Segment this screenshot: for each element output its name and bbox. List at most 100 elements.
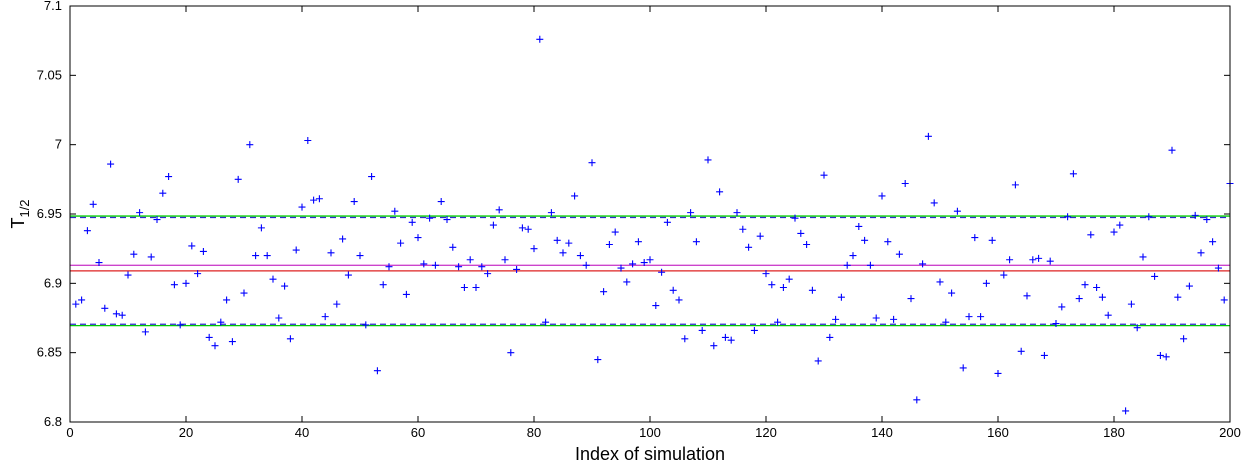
data-point (83, 227, 91, 235)
data-point (791, 214, 799, 222)
data-point (1127, 300, 1135, 308)
data-point (188, 242, 196, 250)
data-point (344, 271, 352, 279)
x-tick-label: 40 (295, 425, 309, 440)
y-tick-label: 7 (55, 137, 62, 152)
data-point (310, 196, 318, 204)
data-point (646, 256, 654, 264)
data-point (756, 232, 764, 240)
data-point (78, 296, 86, 304)
data-point (379, 281, 387, 289)
data-point (692, 238, 700, 246)
data-point (721, 333, 729, 341)
x-axis-label: Index of simulation (575, 444, 725, 464)
data-point (530, 245, 538, 253)
data-point (1185, 282, 1193, 290)
data-point (1000, 271, 1008, 279)
data-point (663, 218, 671, 226)
y-tick-label: 6.85 (37, 345, 62, 360)
x-tick-label: 140 (871, 425, 893, 440)
data-point (95, 259, 103, 267)
data-point (165, 173, 173, 181)
data-point (136, 209, 144, 217)
data-point (1081, 281, 1089, 289)
data-point (924, 132, 932, 140)
data-point (112, 310, 120, 318)
data-point (629, 260, 637, 268)
data-point (182, 279, 190, 287)
data-point (234, 175, 242, 183)
data-point (1168, 146, 1176, 154)
data-point (402, 290, 410, 298)
data-point (634, 238, 642, 246)
data-point (890, 315, 898, 323)
data-point (971, 234, 979, 242)
data-point (988, 236, 996, 244)
data-point (153, 216, 161, 224)
data-point (1209, 238, 1217, 246)
data-point (814, 357, 822, 365)
data-point (1145, 213, 1153, 221)
data-point (495, 206, 503, 214)
data-point (1011, 181, 1019, 189)
data-point (1197, 249, 1205, 257)
data-point (907, 295, 915, 303)
y-tick-label: 6.9 (44, 275, 62, 290)
data-point (866, 261, 874, 269)
data-point (901, 179, 909, 187)
data-point (669, 286, 677, 294)
data-point (808, 286, 816, 294)
data-point (489, 221, 497, 229)
data-point (727, 336, 735, 344)
x-tick-label: 100 (639, 425, 661, 440)
data-point (698, 326, 706, 334)
data-point (460, 283, 468, 291)
data-point (263, 252, 271, 260)
data-point (304, 137, 312, 145)
data-point (1203, 216, 1211, 224)
data-point (977, 313, 985, 321)
plot-frame (69, 5, 1231, 423)
y-axis-label-group: T1/2 (8, 199, 32, 228)
data-point (397, 239, 405, 247)
data-point (228, 338, 236, 346)
x-tick-label: 200 (1219, 425, 1241, 440)
data-point (315, 195, 323, 203)
data-point (617, 264, 625, 272)
data-point (994, 369, 1002, 377)
data-point (594, 356, 602, 364)
data-point (768, 281, 776, 289)
data-point (1116, 221, 1124, 229)
data-point (1133, 324, 1141, 332)
data-point (339, 235, 347, 243)
data-point (953, 207, 961, 215)
data-point (1046, 257, 1054, 265)
data-point (675, 296, 683, 304)
data-point (159, 189, 167, 197)
data-point (194, 270, 202, 278)
x-tick-label: 0 (66, 425, 73, 440)
data-point (559, 249, 567, 257)
data-point (681, 335, 689, 343)
data-point (420, 260, 428, 268)
data-point (176, 321, 184, 329)
data-point (565, 239, 573, 247)
data-point (199, 247, 207, 255)
data-point (1104, 311, 1112, 319)
data-point (779, 283, 787, 291)
data-point (391, 207, 399, 215)
data-point (600, 288, 608, 296)
data-point (623, 278, 631, 286)
data-point (472, 283, 480, 291)
data-point (1214, 264, 1222, 272)
x-tick-label: 20 (179, 425, 193, 440)
data-point (466, 256, 474, 264)
data-point (217, 318, 225, 326)
data-point (1058, 303, 1066, 311)
data-point (1191, 211, 1199, 219)
data-point (513, 265, 521, 273)
data-point (704, 156, 712, 164)
data-point (762, 270, 770, 278)
data-point (1075, 295, 1083, 303)
